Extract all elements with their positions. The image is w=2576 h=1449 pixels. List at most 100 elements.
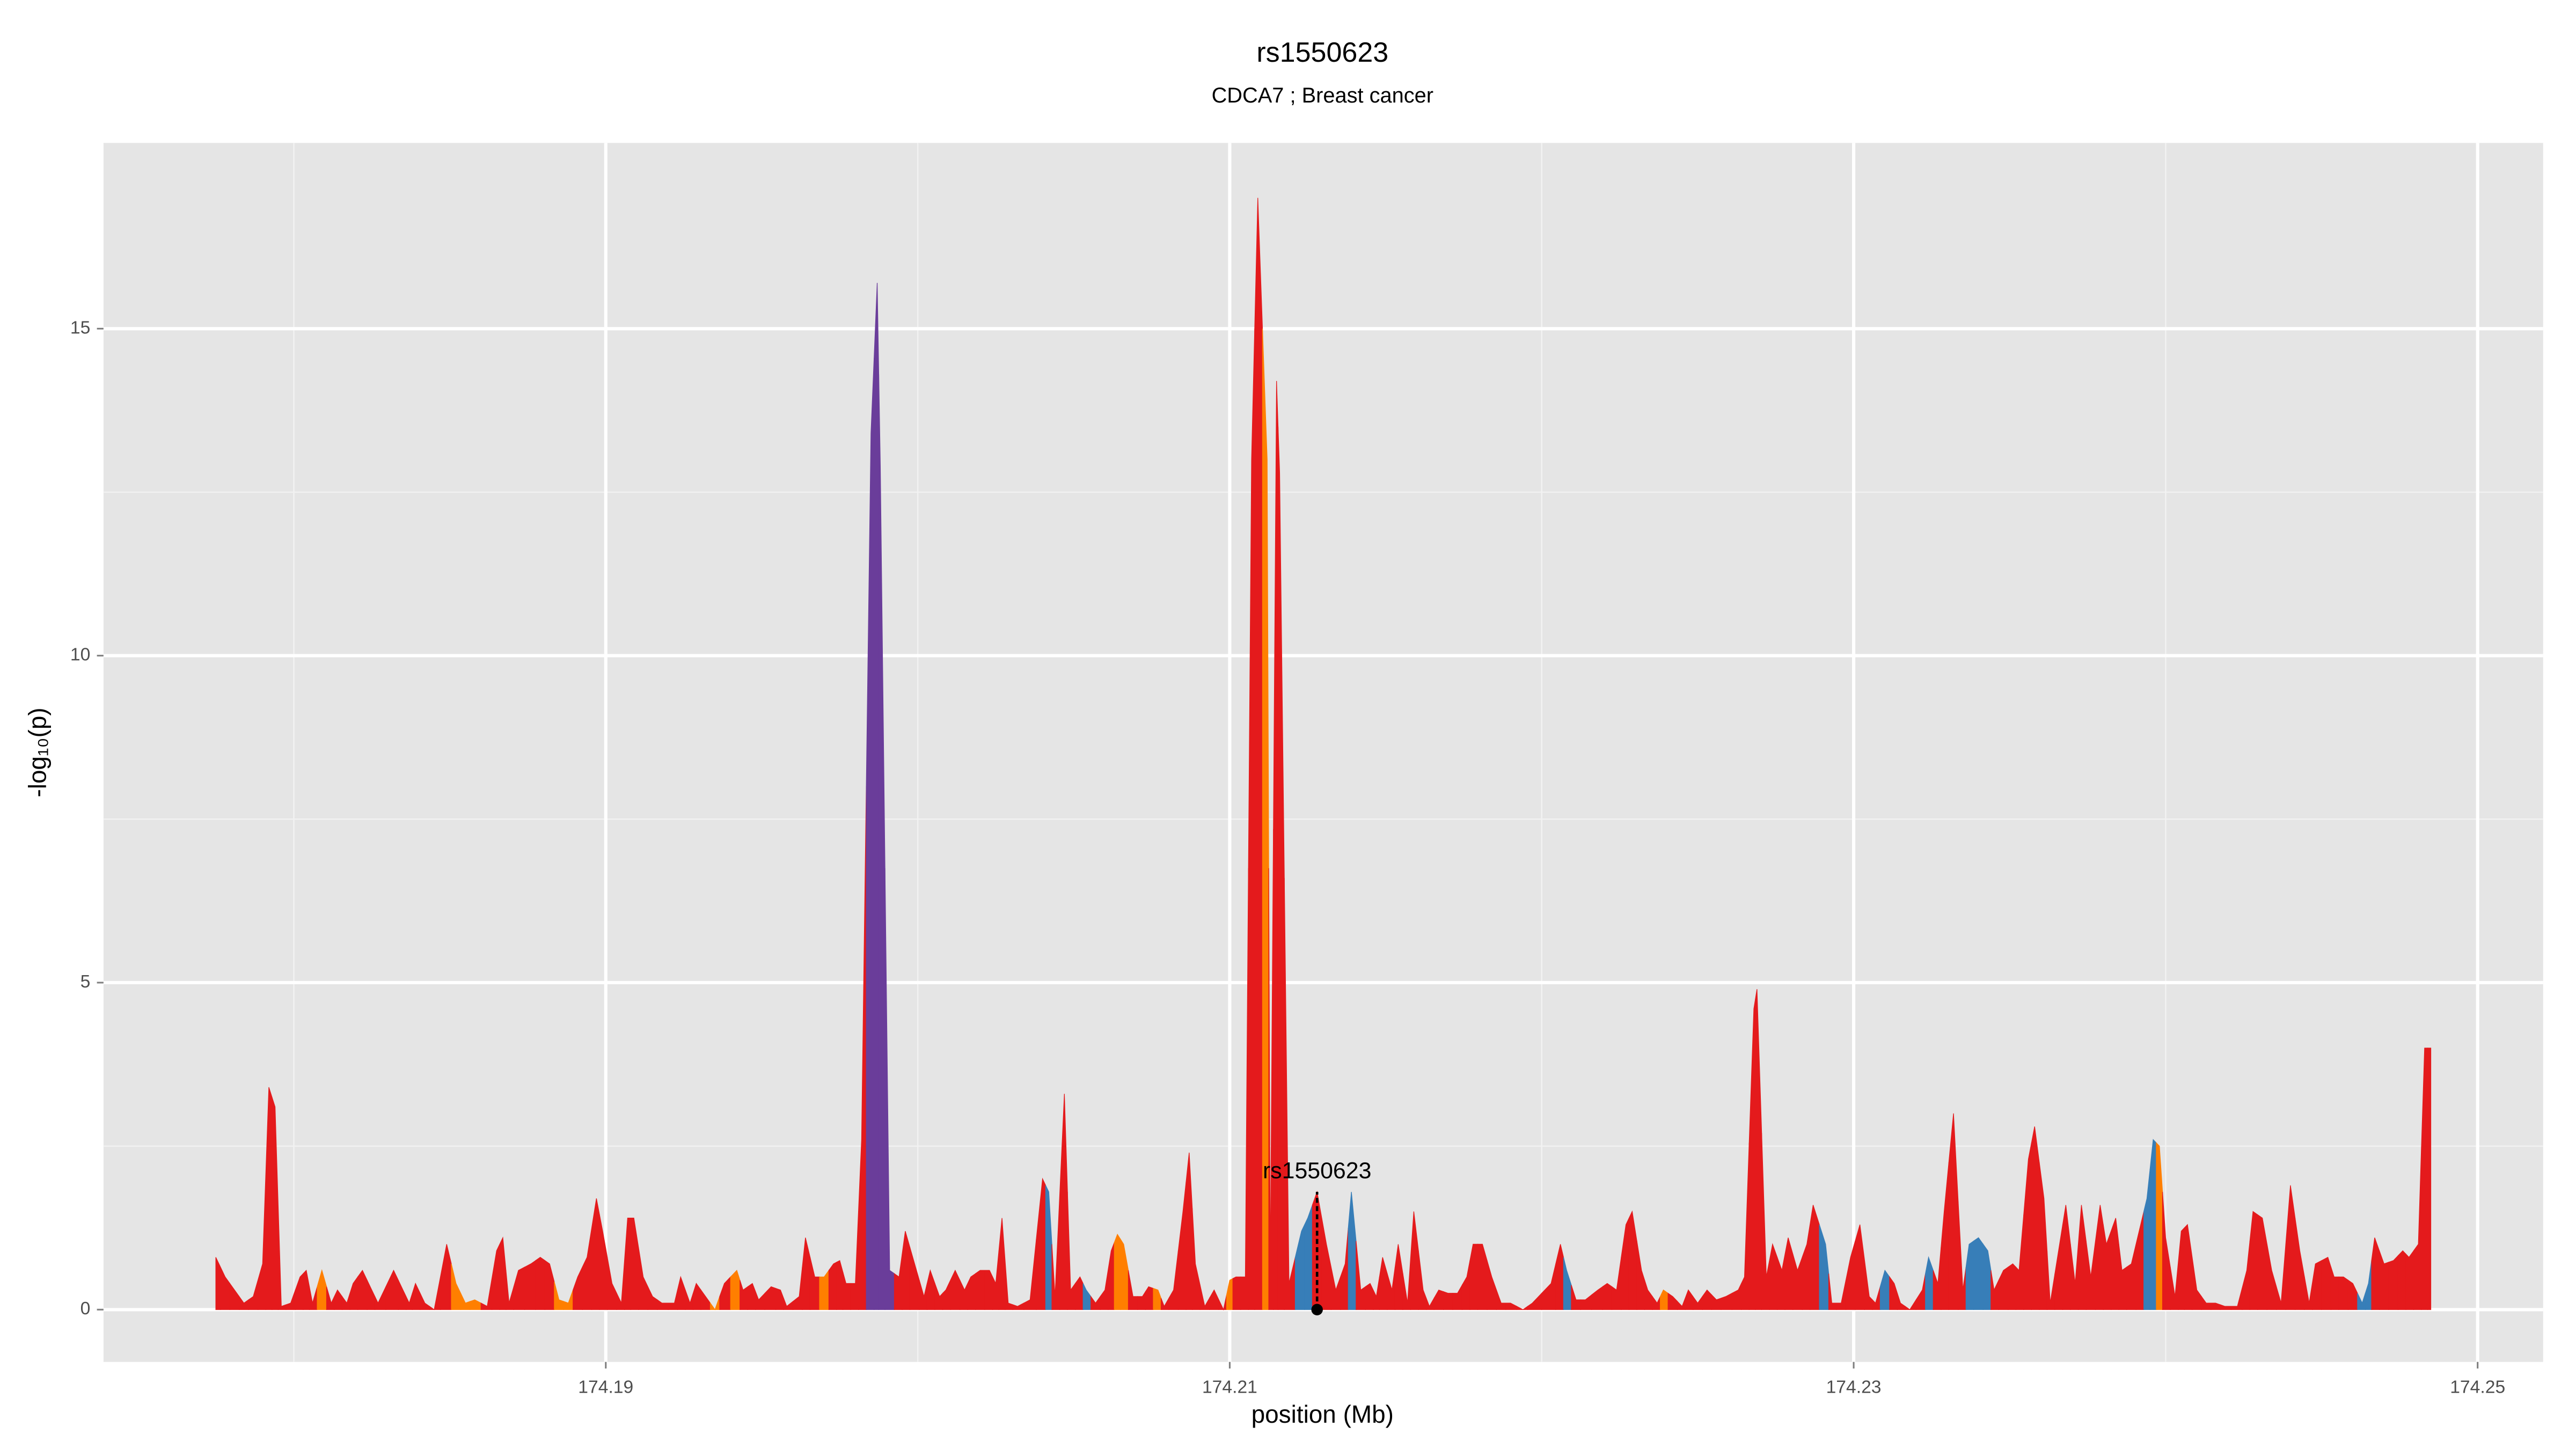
area-segment [1387, 1267, 1396, 1310]
area-segment [420, 1293, 430, 1310]
area-segment [2421, 1048, 2428, 1310]
x-tick-label: 174.21 [1202, 1378, 1257, 1397]
y-tick-label: 15 [70, 318, 90, 338]
area-segment [1443, 1291, 1453, 1310]
area-segment [747, 1283, 756, 1310]
area-segment [1990, 1270, 1999, 1310]
area-segment [1915, 1274, 1926, 1310]
area-segment [1168, 1250, 1179, 1310]
area-segment [836, 1260, 844, 1310]
area-segment [2357, 1293, 2366, 1310]
area-segment [265, 1087, 273, 1310]
area-segment [582, 1227, 592, 1310]
area-segment [1611, 1257, 1622, 1310]
area-segment [1075, 1276, 1084, 1310]
area-segment [1045, 1185, 1052, 1310]
area-segment [1277, 427, 1285, 1310]
area-segment [740, 1280, 748, 1310]
area-segment [692, 1283, 701, 1310]
area-segment [341, 1293, 350, 1310]
area-segment [1948, 1113, 1959, 1310]
area-segment [2242, 1241, 2250, 1310]
area-segment [1218, 1294, 1227, 1311]
x-axis-title: position (Mb) [1252, 1400, 1394, 1428]
area-segment [1879, 1269, 1890, 1310]
area-segment [563, 1290, 574, 1310]
area-segment [1941, 1162, 1949, 1310]
area-segment [1452, 1284, 1463, 1310]
area-segment [2170, 1263, 2179, 1310]
area-segment [248, 1280, 259, 1310]
area-segment [700, 1289, 711, 1310]
area-segment [1897, 1293, 1906, 1310]
area-segment [535, 1257, 546, 1310]
area-segment [1365, 1283, 1374, 1310]
area-segment [2201, 1295, 2212, 1310]
area-segment [1784, 1238, 1794, 1310]
area-segment [1240, 868, 1249, 1310]
area-segment [1199, 1285, 1210, 1310]
chart-subtitle: CDCA7 ; Breast cancer [1212, 84, 1433, 107]
area-segment [220, 1267, 230, 1310]
area-segment [215, 1257, 221, 1310]
area-segment [1855, 1224, 1865, 1310]
area-segment [2405, 1249, 2414, 1310]
area-segment [272, 1097, 279, 1310]
area-segment [828, 1261, 837, 1310]
area-segment [2211, 1302, 2221, 1310]
area-segment [1792, 1254, 1803, 1310]
area-segment [942, 1280, 951, 1310]
area-segment [647, 1286, 658, 1310]
y-tick-label: 5 [80, 972, 91, 992]
area-segment [2379, 1250, 2389, 1310]
chart-title: rs1550623 [1256, 37, 1388, 68]
area-segment [1644, 1280, 1653, 1310]
area-segment [775, 1287, 784, 1310]
area-segment [2023, 1143, 2032, 1310]
area-segment [1505, 1302, 1517, 1310]
area-segment [2330, 1267, 2339, 1310]
area-segment [2070, 1244, 2079, 1310]
area-segment [1340, 1227, 1349, 1310]
area-segment [524, 1260, 536, 1310]
area-segment [1777, 1254, 1785, 1310]
area-segment [926, 1269, 935, 1310]
annotation-label: rs1550623 [1263, 1158, 1371, 1184]
area-segment [2230, 1288, 2243, 1310]
area-segment [1356, 1241, 1366, 1310]
area-segment [2397, 1250, 2406, 1310]
area-segment [630, 1218, 639, 1310]
area-segment [1402, 1257, 1411, 1310]
area-segment [1836, 1280, 1847, 1310]
area-segment [1660, 1289, 1668, 1310]
area-segment [2103, 1224, 2112, 1310]
area-segment [1433, 1289, 1444, 1310]
annotation-point [1311, 1304, 1323, 1315]
area-segment [1145, 1286, 1154, 1310]
area-segment [1755, 989, 1762, 1310]
area-segment [326, 1286, 335, 1310]
area-segment [809, 1257, 820, 1310]
area-segment [2184, 1224, 2193, 1310]
area-segment [984, 1270, 993, 1310]
area-segment [1226, 1278, 1233, 1310]
area-segment [1304, 1205, 1313, 1310]
area-segment [1496, 1290, 1506, 1310]
area-segment [1160, 1297, 1169, 1310]
area-segment [1769, 1243, 1778, 1310]
area-segment [1284, 878, 1296, 1310]
area-segment [591, 1198, 600, 1310]
plot-panel [103, 143, 2543, 1362]
area-segment [730, 1269, 741, 1310]
area-segment [1091, 1295, 1101, 1310]
area-segment [470, 1299, 481, 1310]
area-segment [668, 1290, 678, 1310]
area-segment [1819, 1224, 1829, 1310]
area-segment [1602, 1283, 1613, 1310]
area-segment [2285, 1185, 2296, 1310]
area-segment [1051, 1195, 1060, 1310]
area-segment [719, 1276, 731, 1310]
area-segment [2178, 1227, 2185, 1310]
